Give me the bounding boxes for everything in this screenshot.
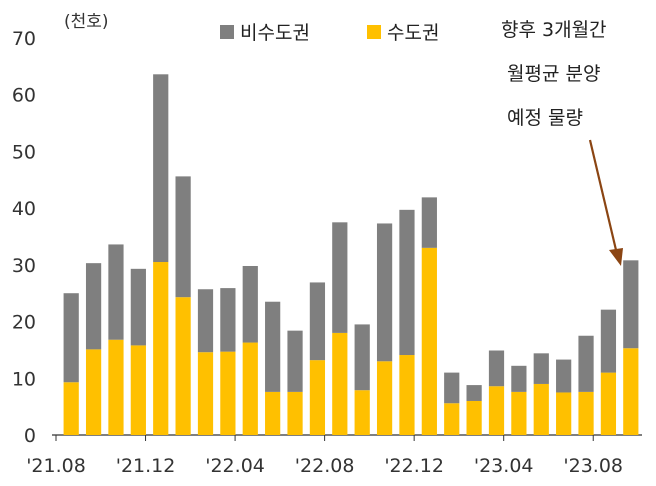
bar-nonmetro <box>511 365 527 392</box>
annotation-arrow-line <box>588 139 618 251</box>
bar-nonmetro <box>108 244 124 340</box>
x-axis-ticks: '21.08 '21.12 '22.04 '22.08 '22.12 '23.04 '23.… <box>26 435 623 477</box>
bar-metro <box>332 332 348 435</box>
bar-nonmetro <box>287 330 303 392</box>
bar-metro <box>600 372 617 435</box>
legend-swatch-metro <box>367 25 381 39</box>
bar-nonmetro <box>399 209 415 356</box>
annotation: 향후 3개월간 월평균 분양 예정 물량 <box>501 19 623 266</box>
bar-nonmetro <box>623 260 639 349</box>
bar-metro <box>511 391 527 435</box>
bar-metro <box>108 339 124 435</box>
x-tick-label: '21.08 <box>26 455 86 477</box>
bar-nonmetro <box>309 282 326 361</box>
bar-nonmetro <box>63 293 79 383</box>
x-tick-label: '23.08 <box>563 455 623 477</box>
annotation-arrow-head <box>609 248 623 266</box>
bar-nonmetro <box>421 197 437 248</box>
legend-swatch-nonmetro <box>220 25 234 39</box>
bar-nonmetro <box>242 265 258 343</box>
bar-metro <box>533 383 549 435</box>
y-axis-ticks: 0 10 20 30 40 50 60 70 <box>12 28 36 447</box>
bar-metro <box>175 297 191 435</box>
y-tick-label: 60 <box>12 85 36 107</box>
x-tick-label: '22.08 <box>295 455 355 477</box>
y-tick-label: 20 <box>12 312 36 334</box>
y-tick-label: 50 <box>12 141 36 163</box>
bar-nonmetro <box>175 176 191 298</box>
x-tick-label: '21.12 <box>116 455 176 477</box>
bar-metro <box>556 392 572 435</box>
bar-metro <box>444 403 460 435</box>
bar-nonmetro <box>376 223 393 362</box>
bar-metro <box>220 351 236 435</box>
x-tick-label: '22.12 <box>384 455 444 477</box>
bar-metro <box>242 342 258 435</box>
bar-nonmetro <box>153 74 169 263</box>
bars <box>63 74 639 435</box>
x-tick-label: '23.04 <box>474 455 534 477</box>
unit-label: (천호) <box>64 12 109 32</box>
bar-nonmetro <box>265 301 281 392</box>
bar-nonmetro <box>578 335 594 392</box>
bar-nonmetro <box>600 309 617 373</box>
bar-metro <box>85 349 102 435</box>
bar-metro <box>63 382 79 435</box>
bar-metro <box>578 391 594 435</box>
bar-nonmetro <box>354 324 370 391</box>
y-tick-label: 10 <box>12 368 36 390</box>
bar-nonmetro <box>130 268 146 346</box>
annotation-line-1: 향후 3개월간 <box>501 19 607 41</box>
bar-nonmetro <box>197 289 214 353</box>
bar-nonmetro <box>533 353 549 384</box>
legend-label-metro: 수도권 <box>387 22 439 44</box>
annotation-line-3: 예정 물량 <box>507 107 583 129</box>
bar-metro <box>399 355 415 435</box>
bar-metro <box>376 361 393 435</box>
bar-metro <box>354 390 370 435</box>
bar-metro <box>265 391 281 435</box>
bar-nonmetro <box>85 263 102 350</box>
bar-nonmetro <box>466 385 482 401</box>
bar-metro <box>623 348 639 435</box>
bar-metro <box>309 360 326 435</box>
legend: 비수도권 수도권 <box>220 22 439 44</box>
bar-metro <box>153 262 169 435</box>
bar-metro <box>287 391 303 435</box>
bar-nonmetro <box>556 359 572 393</box>
annotation-line-2: 월평균 분양 <box>507 63 600 85</box>
bar-metro <box>421 247 437 435</box>
bar-metro <box>488 386 505 435</box>
bar-nonmetro <box>332 222 348 333</box>
y-tick-label: 30 <box>12 255 36 277</box>
bar-nonmetro <box>488 350 505 387</box>
x-tick-label: '22.04 <box>205 455 265 477</box>
legend-label-nonmetro: 비수도권 <box>240 22 310 44</box>
bar-metro <box>130 345 146 435</box>
y-tick-label: 70 <box>12 28 36 50</box>
bar-nonmetro <box>220 288 236 352</box>
bar-metro <box>197 352 214 435</box>
y-tick-label: 0 <box>24 425 36 447</box>
bar-nonmetro <box>444 372 460 404</box>
bar-metro <box>466 400 482 435</box>
y-tick-label: 40 <box>12 198 36 220</box>
